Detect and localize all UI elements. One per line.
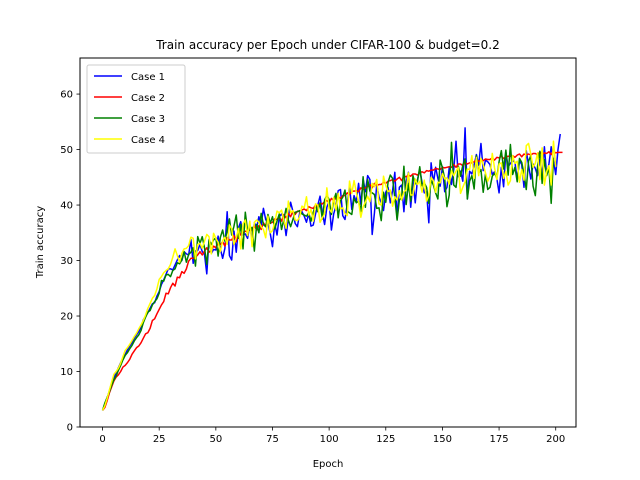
legend-label-case-3: Case 3 bbox=[131, 114, 165, 125]
legend: Case 1 Case 2 Case 3 Case 4 bbox=[86, 64, 186, 154]
x-tick-label: 150 bbox=[433, 434, 452, 445]
y-tick-label: 40 bbox=[60, 201, 73, 212]
y-tick-label: 10 bbox=[60, 367, 73, 378]
y-tick-label: 50 bbox=[60, 145, 73, 156]
x-axis-label: Epoch bbox=[313, 459, 344, 470]
series-line-case-2 bbox=[101, 150, 563, 411]
legend-label-case-2: Case 2 bbox=[131, 93, 165, 104]
series-layer bbox=[101, 127, 563, 411]
series-line-case-4 bbox=[101, 140, 557, 411]
y-tick-label: 20 bbox=[60, 312, 73, 323]
legend-label-case-1: Case 1 bbox=[131, 72, 165, 83]
x-tick-label: 75 bbox=[266, 434, 279, 445]
x-tick-label: 50 bbox=[209, 434, 222, 445]
x-tick-label: 25 bbox=[153, 434, 166, 445]
x-tick-label: 0 bbox=[99, 434, 105, 445]
y-axis: 0 10 20 30 40 50 60 bbox=[60, 90, 80, 434]
y-tick-label: 0 bbox=[67, 423, 73, 434]
legend-items: Case 1 Case 2 Case 3 Case 4 bbox=[94, 72, 165, 146]
x-tick-label: 125 bbox=[376, 434, 395, 445]
x-axis: 0 25 50 75 100 125 150 175 200 bbox=[99, 427, 565, 445]
x-tick-label: 175 bbox=[490, 434, 509, 445]
y-tick-label: 30 bbox=[60, 256, 73, 267]
x-tick-label: 100 bbox=[320, 434, 339, 445]
legend-frame bbox=[86, 64, 186, 154]
legend-label-case-4: Case 4 bbox=[131, 135, 165, 146]
plot-frame bbox=[79, 57, 577, 428]
x-tick-label: 200 bbox=[546, 434, 565, 445]
y-tick-label: 60 bbox=[60, 90, 73, 101]
plot-area bbox=[79, 57, 577, 428]
chart-title: Train accuracy per Epoch under CIFAR-100… bbox=[155, 38, 500, 52]
y-axis-label: Train accuracy bbox=[35, 206, 46, 279]
